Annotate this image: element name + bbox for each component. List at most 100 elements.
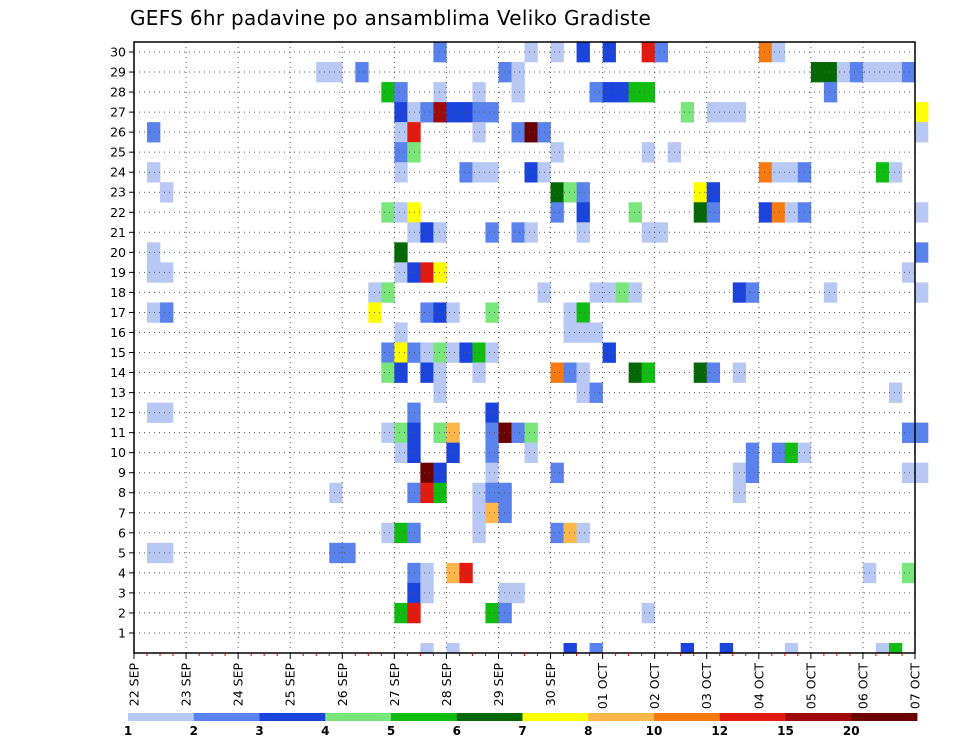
heatmap-cell [550,522,564,544]
heatmap-cell [693,362,708,383]
legend-label: 2 [190,724,198,738]
legend-label: 7 [518,724,526,738]
heatmap-cell [745,462,760,484]
heatmap-cell [641,42,655,63]
x-tick-label: 25 SEP [283,663,298,707]
heatmap-cell [576,322,590,343]
legend-swatch [193,713,260,721]
x-tick-label: 30 SEP [543,663,558,707]
legend-label: 15 [777,724,794,738]
y-tick-label: 17 [110,305,126,320]
y-tick-label: 24 [110,165,126,180]
heatmap-cell [511,82,525,103]
heatmap-cell [420,562,434,584]
heatmap-cell [420,482,434,504]
y-tick-label: 9 [118,465,126,480]
heatmap-cell [485,222,499,243]
heatmap-cell [160,182,174,203]
heatmap-cell [329,62,343,83]
heatmap-cell [160,542,174,564]
legend-swatch [785,713,852,721]
heatmap-cell [147,262,161,283]
heatmap-cell [680,642,695,653]
heatmap-cell [485,502,499,524]
heatmap-cell [446,642,460,653]
heatmap-cell [810,62,825,83]
heatmap-cell [915,122,929,143]
heatmap-cell [641,362,655,383]
heatmap-cell [901,62,916,83]
heatmap-cell [420,222,434,243]
heatmap-cell [706,182,721,203]
heatmap-cell [420,582,434,604]
heatmap-cell [888,382,903,403]
y-tick-label: 26 [110,125,126,140]
heatmap-cell [589,642,603,653]
heatmap-cell [498,582,512,604]
heatmap-cell [485,162,499,183]
y-tick-label: 10 [110,445,126,460]
heatmap-cell [160,302,174,323]
heatmap-cell [433,42,447,63]
heatmap-cell [394,242,408,263]
heatmap-cell [394,262,408,283]
x-tick-label: 27 SEP [387,663,402,707]
heatmap-cell [381,422,395,443]
heatmap-cell [459,562,473,584]
heatmap-cell [433,462,447,484]
heatmap-cell [524,442,538,463]
heatmap-cell [147,162,161,183]
heatmap-cell [394,422,408,443]
heatmap-cell [381,362,395,383]
heatmap-cell [823,62,838,83]
heatmap-cell [901,462,916,484]
heatmap-cell [433,82,447,103]
x-tick-label: 02 OCT [647,663,662,709]
heatmap-cell [771,162,786,183]
x-tick-label: 23 SEP [179,663,194,707]
heatmap-cell [576,42,590,63]
heatmap-cell [459,342,473,363]
heatmap-cell [576,522,590,544]
heatmap-cell [563,182,577,203]
y-tick-label: 11 [110,425,126,440]
y-tick-label: 14 [110,365,126,380]
heatmap-cell [316,62,330,83]
heatmap-cell [641,222,655,243]
heatmap-cell [745,442,760,463]
heatmap-cell [147,402,161,423]
heatmap-cell [394,362,408,383]
heatmap-cell [875,62,890,83]
heatmap-cell [628,362,642,383]
heatmap-cell [706,202,721,223]
heatmap-cell [147,302,161,323]
heatmap-cell [459,162,473,183]
heatmap-cell [394,102,408,123]
legend-swatch [128,713,195,721]
y-tick-label: 21 [110,225,126,240]
heatmap-cell [485,342,499,363]
y-tick-label: 27 [110,105,126,120]
heatmap-cell [576,222,590,243]
heatmap-cell [147,242,161,263]
heatmap-cell [550,462,564,484]
heatmap-cell [524,222,538,243]
x-tick-label: 29 SEP [491,663,506,707]
heatmap-cell [771,42,786,63]
y-tick-label: 4 [118,565,126,580]
heatmap-cell [563,302,577,323]
heatmap-cell [446,342,460,363]
heatmap-cell [576,182,590,203]
heatmap-cell [641,602,655,624]
heatmap-cell [394,142,408,163]
y-tick-label: 20 [110,245,126,260]
heatmap-cell [381,202,395,223]
heatmap-cell [784,162,799,183]
heatmap-cell [628,282,642,303]
heatmap-cell [550,202,564,223]
x-tick-label: 07 OCT [908,663,923,709]
heatmap-cell [576,302,590,323]
heatmap-cell [849,62,864,83]
heatmap-cell [433,102,447,123]
heatmap-cells [147,42,929,653]
